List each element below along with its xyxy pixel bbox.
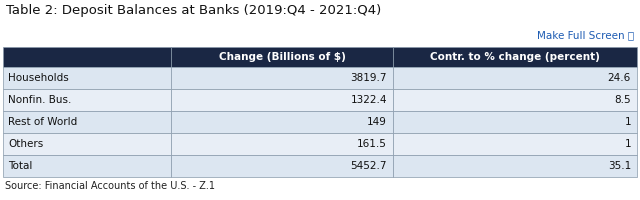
Bar: [393, 155, 637, 177]
Bar: [171, 133, 393, 155]
Text: 24.6: 24.6: [608, 73, 631, 83]
Text: Source: Financial Accounts of the U.S. - Z.1: Source: Financial Accounts of the U.S. -…: [5, 181, 215, 191]
Bar: [393, 111, 637, 133]
Text: Change (Billions of $): Change (Billions of $): [218, 52, 346, 62]
Text: 8.5: 8.5: [614, 95, 631, 105]
Text: 149: 149: [367, 117, 387, 127]
Text: 1: 1: [625, 139, 631, 149]
Text: Table 2: Deposit Balances at Banks (2019:Q4 - 2021:Q4): Table 2: Deposit Balances at Banks (2019…: [6, 4, 381, 17]
Bar: [171, 47, 393, 67]
Bar: [171, 111, 393, 133]
Text: Contr. to % change (percent): Contr. to % change (percent): [430, 52, 600, 62]
Text: 3819.7: 3819.7: [351, 73, 387, 83]
Text: Nonfin. Bus.: Nonfin. Bus.: [8, 95, 72, 105]
Bar: [393, 47, 637, 67]
Text: 161.5: 161.5: [357, 139, 387, 149]
Text: Households: Households: [8, 73, 68, 83]
Text: 5452.7: 5452.7: [351, 161, 387, 171]
Text: Total: Total: [8, 161, 33, 171]
Bar: [3, 155, 171, 177]
Bar: [3, 89, 171, 111]
Bar: [393, 67, 637, 89]
Text: Make Full Screen ⎗: Make Full Screen ⎗: [537, 30, 634, 40]
Bar: [3, 47, 171, 67]
Bar: [171, 67, 393, 89]
Bar: [393, 133, 637, 155]
Text: 1: 1: [625, 117, 631, 127]
Bar: [3, 111, 171, 133]
Bar: [171, 155, 393, 177]
Bar: [3, 67, 171, 89]
Bar: [393, 89, 637, 111]
Text: 35.1: 35.1: [608, 161, 631, 171]
Bar: [3, 133, 171, 155]
Text: 1322.4: 1322.4: [351, 95, 387, 105]
Bar: [171, 89, 393, 111]
Text: Rest of World: Rest of World: [8, 117, 77, 127]
Text: Others: Others: [8, 139, 44, 149]
